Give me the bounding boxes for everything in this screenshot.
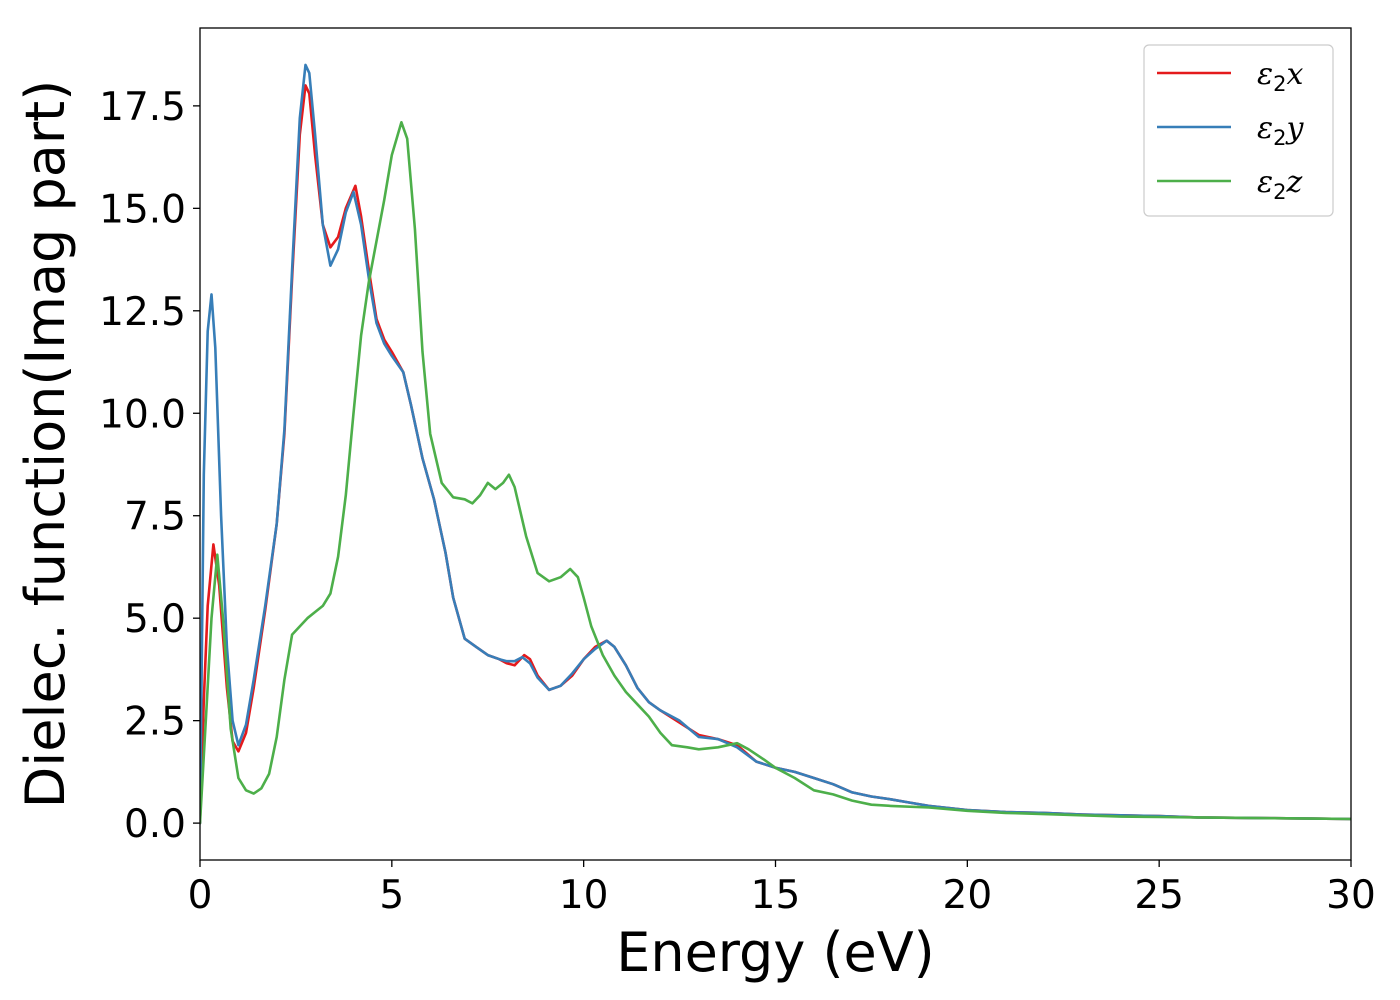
series-layer bbox=[200, 63, 1351, 825]
legend-box bbox=[1143, 44, 1334, 217]
y-tick-label: 2.5 bbox=[124, 700, 186, 745]
series-line-e2y bbox=[200, 63, 1351, 825]
x-tick-label: 10 bbox=[559, 873, 609, 918]
y-tick-label: 17.5 bbox=[99, 85, 186, 130]
legend-entry-label: ε2z bbox=[1257, 165, 1302, 204]
y-tick-label: 10.0 bbox=[99, 392, 186, 437]
legend-entry-label: ε2y bbox=[1257, 111, 1304, 150]
y-axis-title: Dielec. function(Imag part) bbox=[14, 80, 77, 809]
y-tick-label: 15.0 bbox=[99, 187, 186, 232]
legend-entry-label: ε2x bbox=[1257, 57, 1303, 96]
legend: ε2x ε2y ε2z bbox=[1143, 44, 1334, 217]
y-tick-label: 5.0 bbox=[124, 597, 186, 642]
x-axis: 0 5 10 15 20 25 30 bbox=[188, 860, 1376, 918]
x-tick-label: 20 bbox=[943, 873, 993, 918]
y-axis: 0.0 2.5 5.0 7.5 10.0 12.5 15.0 17.5 bbox=[99, 85, 200, 847]
x-tick-label: 0 bbox=[188, 873, 213, 918]
series-line-e2z bbox=[200, 121, 1351, 825]
x-tick-label: 30 bbox=[1326, 873, 1376, 918]
x-axis-title: Energy (eV) bbox=[616, 921, 935, 984]
x-tick-label: 25 bbox=[1134, 873, 1184, 918]
y-tick-label: 12.5 bbox=[99, 290, 186, 335]
x-tick-label: 15 bbox=[751, 873, 801, 918]
y-tick-label: 0.0 bbox=[124, 802, 186, 847]
y-tick-label: 7.5 bbox=[124, 495, 186, 540]
x-tick-label: 5 bbox=[379, 873, 404, 918]
